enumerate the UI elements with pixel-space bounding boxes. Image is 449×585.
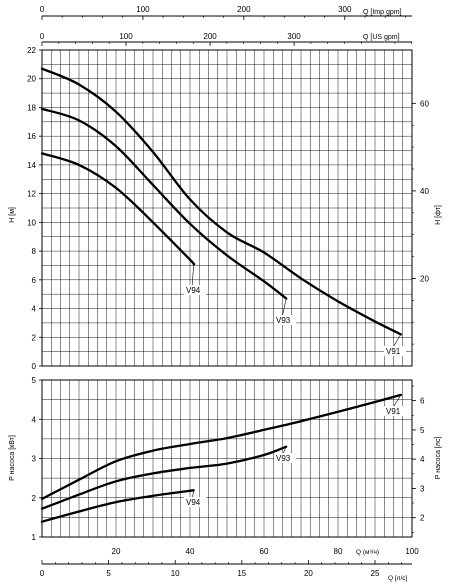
head-y-tick-label: 2 <box>32 333 37 342</box>
us-gpm-ticks: 0 100 200 300 <box>40 32 413 46</box>
us-gpm-tick-label: 300 <box>287 32 301 41</box>
power-y-ticks-hp: 2 3 4 5 6 <box>412 385 425 533</box>
power-y-tick-label-right: 2 <box>420 514 425 523</box>
head-v94-label: V94 <box>186 286 201 295</box>
head-v93-label-bg <box>274 315 296 325</box>
head-y-ticks-m: 0 2 4 6 8 10 12 14 16 18 20 22 <box>27 46 42 371</box>
imp-gpm-tick-label: 100 <box>136 5 150 14</box>
curve-labels: V94 V93 V91 V91 V93 V94 <box>184 263 406 507</box>
m3h-tick-label: 100 <box>405 547 419 556</box>
ls-tick-label: 25 <box>371 569 380 578</box>
head-y-tick-label: 8 <box>32 247 37 256</box>
power-y-tick-label: 1 <box>32 533 37 542</box>
head-y-axis-label-right: H [фт] <box>435 205 442 225</box>
head-y-tick-label: 20 <box>27 75 36 84</box>
us-gpm-tick-label: 0 <box>40 32 45 41</box>
head-y-tick-label: 0 <box>32 362 37 371</box>
ls-tick-label: 10 <box>171 569 180 578</box>
imp-gpm-axis-label: Q [Imp gpm] <box>363 9 402 16</box>
head-v91-label: V91 <box>386 347 401 356</box>
imp-gpm-tick-label: 200 <box>237 5 251 14</box>
head-y-axis-label: H [м] <box>9 207 16 223</box>
head-y-tick-label: 14 <box>27 161 36 170</box>
ls-tick-label: 0 <box>40 569 45 578</box>
m3h-tick-label: 40 <box>186 547 195 556</box>
ls-tick-label: 15 <box>237 569 246 578</box>
power-y-tick-label-right: 3 <box>420 484 425 493</box>
imp-gpm-tick-label: 0 <box>40 5 45 14</box>
head-v91-label-bg <box>384 346 406 356</box>
head-y-tick-label-right: 60 <box>420 99 429 108</box>
head-y-tick-label-right: 40 <box>420 187 429 196</box>
imp-gpm-ticks: 0 100 200 300 <box>40 5 406 20</box>
head-y-tick-label: 16 <box>27 132 36 141</box>
head-y-ticks-ft: 20 40 60 <box>412 99 429 345</box>
us-gpm-tick-label: 200 <box>203 32 217 41</box>
power-curve-v94 <box>40 489 195 523</box>
head-v93-label: V93 <box>276 316 291 325</box>
power-curves <box>40 393 403 523</box>
ls-axis-label: Q [л/с] <box>388 575 408 582</box>
head-y-tick-label: 22 <box>27 46 36 55</box>
ls-tick-label: 5 <box>106 569 111 578</box>
power-y-tick-label-right: 6 <box>420 397 425 406</box>
power-y-tick-label: 3 <box>32 455 37 464</box>
ls-tick-label: 20 <box>304 569 313 578</box>
head-y-tick-label: 4 <box>32 305 37 314</box>
us-gpm-tick-label: 100 <box>119 32 133 41</box>
power-curve-v91 <box>40 393 403 501</box>
power-y-ticks-kw: 1 2 3 4 5 <box>32 376 42 542</box>
power-curve-v93 <box>40 445 288 510</box>
m3h-tick-label: 60 <box>260 547 269 556</box>
head-y-tick-label: 18 <box>27 103 36 112</box>
power-y-tick-label-right: 5 <box>420 426 425 435</box>
head-grid <box>42 50 412 366</box>
head-y-tick-label: 6 <box>32 276 37 285</box>
power-y-tick-label: 4 <box>32 415 37 424</box>
power-y-tick-label-right: 4 <box>420 455 425 464</box>
m3h-tick-label: 20 <box>112 547 121 556</box>
head-v94-leader <box>191 263 194 289</box>
power-y-tick-label: 2 <box>32 494 37 503</box>
us-gpm-axis-label: Q [US gpm] <box>363 34 400 41</box>
m3h-tick-label: 80 <box>334 547 343 556</box>
m3h-ticks: 20 40 60 80 100 <box>112 547 420 556</box>
head-v94-label-bg <box>184 285 206 295</box>
power-v94-label: V94 <box>186 498 201 507</box>
imp-gpm-tick-label: 300 <box>338 5 352 14</box>
ls-ticks: 0 5 10 15 20 25 <box>40 560 402 578</box>
power-y-axis-label-right: P насоса [лс] <box>435 437 442 480</box>
head-curves <box>40 67 403 336</box>
power-v93-label: V93 <box>276 454 291 463</box>
power-y-axis-label: P насоса [кВт] <box>9 435 16 481</box>
power-grid <box>42 380 412 537</box>
power-v91-label: V91 <box>386 407 401 416</box>
head-curve-v94 <box>40 152 196 266</box>
head-curve-v91 <box>40 67 403 336</box>
head-curve-v93 <box>40 107 288 300</box>
head-v93-leader <box>281 298 287 319</box>
m3h-axis-label: Q (м³/ч) <box>356 549 379 556</box>
power-v94-label-bg <box>184 497 206 507</box>
head-y-tick-label-right: 20 <box>420 274 429 283</box>
power-v91-label-bg <box>384 406 406 416</box>
head-plot-frame <box>41 49 413 367</box>
power-v93-label-bg <box>274 453 296 463</box>
power-y-tick-label: 5 <box>32 376 37 385</box>
head-y-tick-label: 12 <box>27 190 36 199</box>
head-y-tick-label: 10 <box>27 218 36 227</box>
